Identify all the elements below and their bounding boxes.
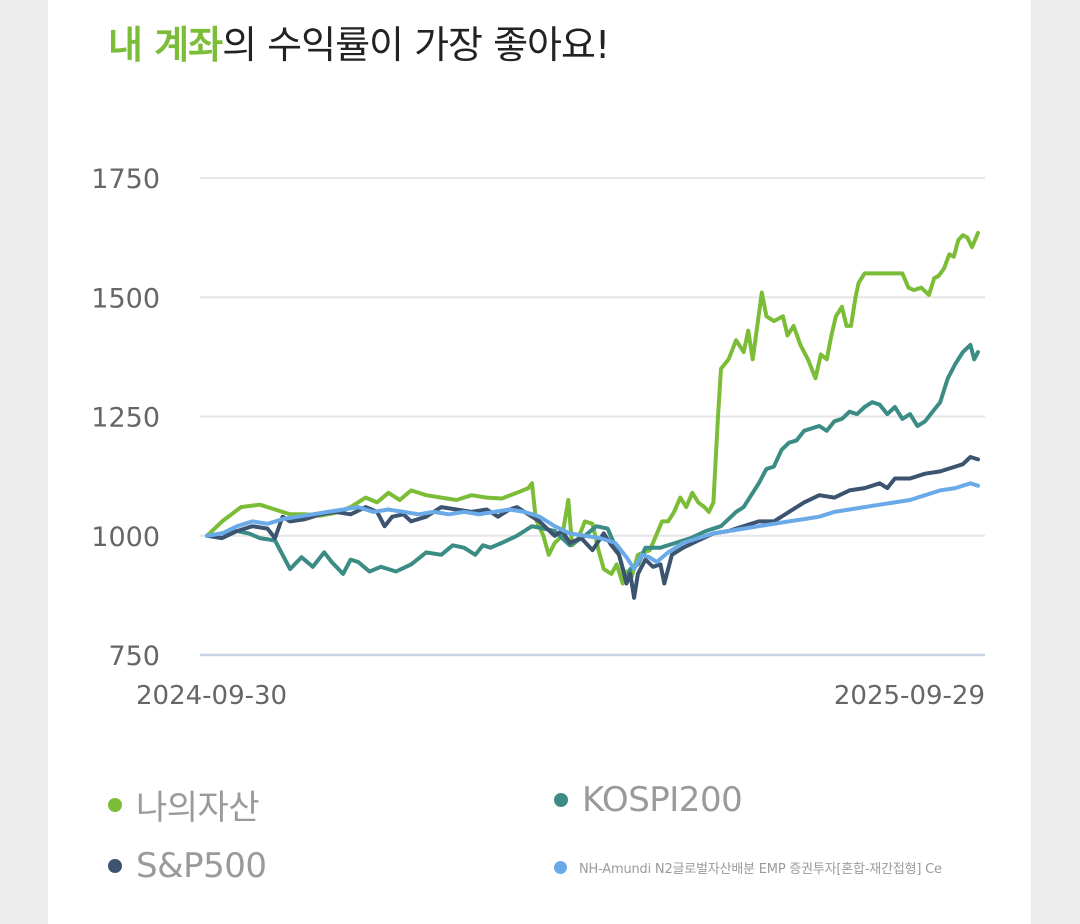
x-tick-label: 2024-09-30: [136, 681, 287, 711]
x-tick-label: 2025-09-29: [834, 681, 985, 711]
legend-item-sp500[interactable]: S&P500: [108, 846, 267, 886]
y-tick-label: 1250: [91, 403, 160, 434]
legend-dot-icon: [108, 859, 122, 873]
headline: 내 계좌의 수익률이 가장 좋아요!: [108, 14, 610, 69]
series-line-3[interactable]: [205, 481, 980, 572]
legend-dot-icon: [554, 793, 568, 807]
y-tick-label: 1000: [91, 522, 160, 553]
legend-item-nh-amundi-fund[interactable]: NH-Amundi N2글로벌자산배분 EMP 증권투자[혼합-재간접형] Ce: [554, 858, 979, 877]
chart-card: [48, 0, 1031, 924]
gridlines: [200, 177, 985, 657]
legend-label: NH-Amundi N2글로벌자산배분 EMP 증권투자[혼합-재간접형] Ce: [579, 862, 942, 877]
series-lines: [205, 230, 980, 600]
headline-rest: 의 수익률이 가장 좋아요!: [222, 23, 610, 67]
legend-dot-icon: [108, 797, 122, 812]
legend-label: 나의자산: [136, 788, 260, 828]
y-tick-label: 750: [108, 641, 160, 672]
y-axis-labels: 750 1000 1250 1500 1750: [91, 164, 160, 672]
y-tick-label: 1750: [91, 164, 160, 195]
legend-dot-icon: [554, 861, 567, 874]
legend-item-my-assets[interactable]: 나의자산: [108, 780, 260, 829]
legend-label: KOSPI200: [582, 780, 743, 820]
headline-highlight: 내 계좌: [108, 23, 223, 67]
series-line-0[interactable]: [205, 230, 980, 586]
y-tick-label: 1500: [91, 283, 160, 314]
x-axis-labels: 2024-09-30 2025-09-29: [136, 681, 985, 711]
legend-item-kospi200[interactable]: KOSPI200: [554, 780, 743, 820]
series-line-1[interactable]: [205, 342, 980, 584]
legend-label: S&P500: [136, 846, 267, 886]
